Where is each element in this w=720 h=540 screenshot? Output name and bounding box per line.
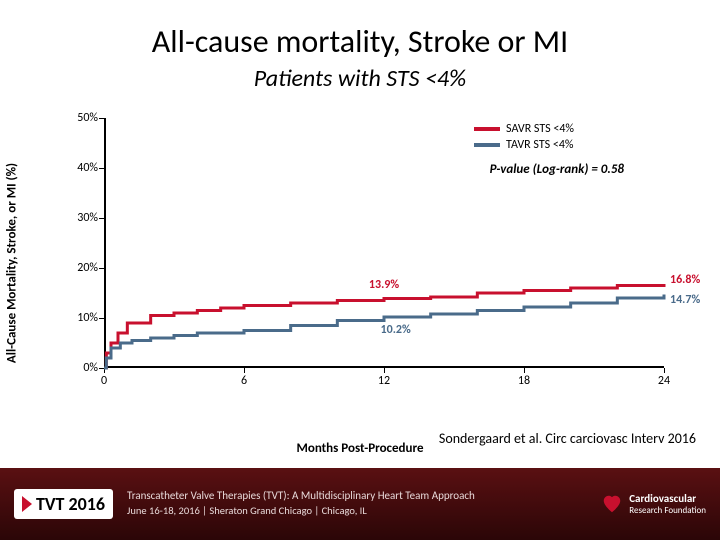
- triangle-icon: [22, 496, 32, 512]
- legend-label-savr: SAVR STS <4%: [506, 122, 574, 136]
- heart-icon: [601, 493, 623, 515]
- xtick-0: 0: [101, 374, 107, 388]
- data-annotation-1: 10.2%: [381, 323, 411, 337]
- ytick-2: 20%: [60, 261, 98, 275]
- data-annotation-0: 13.9%: [369, 278, 399, 292]
- legend-swatch-tavr: [474, 143, 500, 147]
- page-title: All-cause mortality, Stroke or MI: [0, 22, 720, 61]
- ytick-5: 50%: [60, 111, 98, 125]
- legend-item-tavr: TAVR STS <4%: [474, 138, 574, 152]
- ytick-4: 40%: [60, 161, 98, 175]
- ytick-0: 0%: [60, 361, 98, 375]
- xtick-2: 12: [378, 374, 390, 388]
- y-axis-label: All-Cause Mortality, Stroke, or MI (%): [5, 163, 20, 363]
- xtick-mark: [244, 368, 245, 373]
- xtick-4: 24: [658, 374, 670, 388]
- p-value-label: P-value (Log-rank) = 0.58: [490, 162, 624, 177]
- page-subtitle: Patients with STS <4%: [0, 64, 720, 93]
- legend-swatch-savr: [474, 127, 500, 131]
- legend-item-savr: SAVR STS <4%: [474, 122, 574, 136]
- tvt-badge-text: TVT 2016: [36, 493, 105, 515]
- footer-org: Cardiovascular Research Foundation: [629, 492, 706, 516]
- footer-banner: TVT 2016 Transcatheter Valve Therapies (…: [0, 468, 720, 540]
- ytick-3: 30%: [60, 211, 98, 225]
- footer-right: Cardiovascular Research Foundation: [601, 492, 706, 516]
- xtick-3: 18: [518, 374, 530, 388]
- data-annotation-2: 16.8%: [670, 273, 700, 287]
- km-chart: All-Cause Mortality, Stroke, or MI (%) M…: [40, 108, 680, 418]
- tvt-badge: TVT 2016: [14, 489, 113, 519]
- footer-right-sub: Research Foundation: [629, 505, 706, 516]
- xtick-mark: [524, 368, 525, 373]
- footer-right-label: Cardiovascular: [629, 492, 706, 505]
- x-axis-label: Months Post-Procedure: [296, 441, 423, 456]
- legend-label-tavr: TAVR STS <4%: [506, 138, 573, 152]
- ytick-1: 10%: [60, 311, 98, 325]
- xtick-mark: [384, 368, 385, 373]
- slide-root: All-cause mortality, Stroke or MI Patien…: [0, 0, 720, 540]
- plot-region: 0% 10% 20% 30% 40% 50% 0 6 12 18 24: [104, 118, 664, 368]
- data-annotation-3: 14.7%: [670, 293, 700, 307]
- chart-legend: SAVR STS <4% TAVR STS <4%: [474, 122, 574, 154]
- footer-line2: June 16-18, 2016 | Sheraton Grand Chicag…: [127, 504, 475, 518]
- citation-text: Sondergaard et al. Circ carciovasc Inter…: [439, 430, 696, 447]
- xtick-mark: [664, 368, 665, 373]
- footer-logo: TVT 2016: [14, 489, 113, 519]
- xtick-1: 6: [241, 374, 247, 388]
- footer-line1: Transcatheter Valve Therapies (TVT): A M…: [127, 489, 475, 504]
- footer-text-block: Transcatheter Valve Therapies (TVT): A M…: [127, 489, 475, 518]
